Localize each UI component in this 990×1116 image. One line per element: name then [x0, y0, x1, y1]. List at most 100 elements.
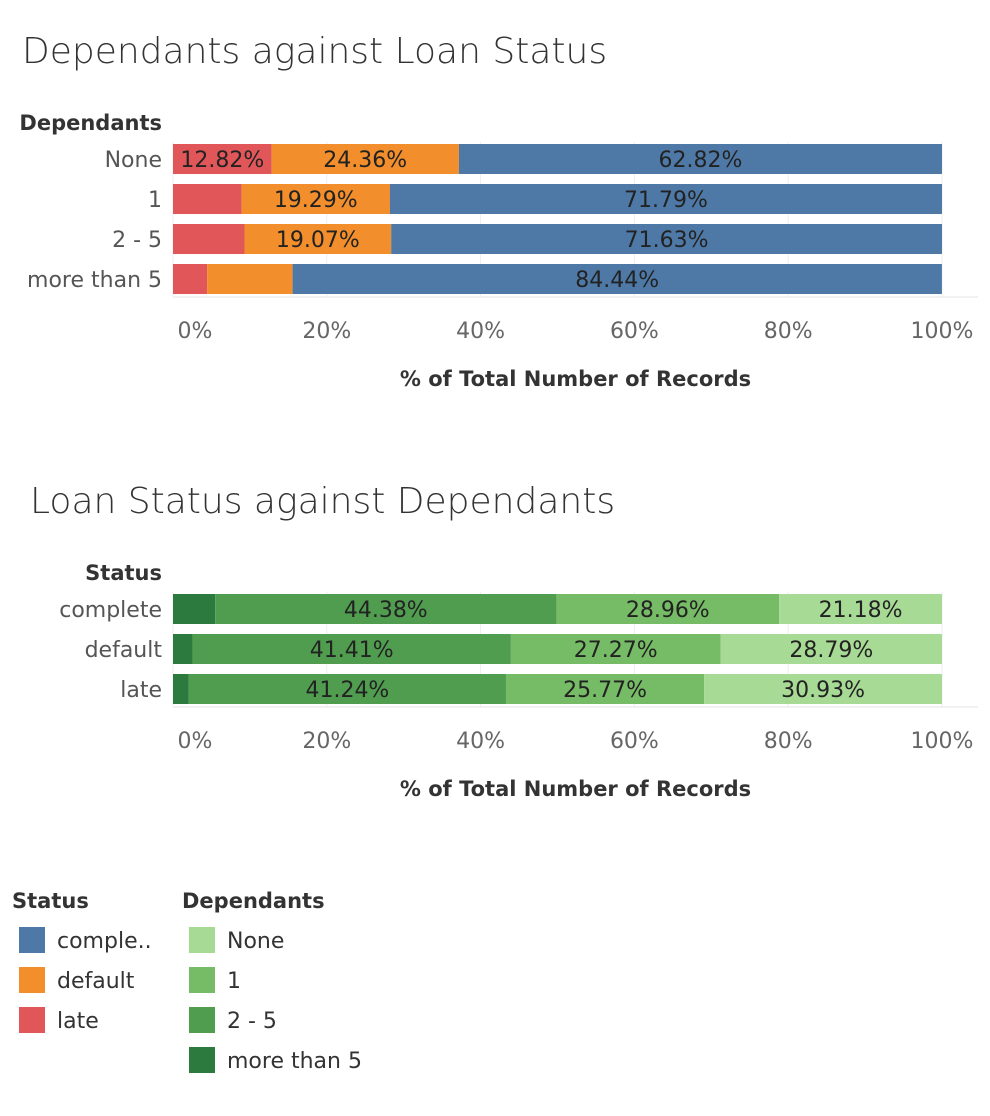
bar-segment — [292, 264, 942, 294]
x-tick-label: 100% — [911, 729, 974, 754]
bar-segment — [192, 634, 511, 664]
data-label: 19.29% — [274, 188, 358, 213]
data-label: 71.79% — [624, 188, 708, 213]
legend-label: more than 5 — [227, 1049, 362, 1074]
bar-segment — [173, 594, 216, 624]
bar-segment — [241, 184, 390, 214]
x-tick-label: 0% — [178, 319, 213, 344]
bar-row: more than 5 84.44% — [27, 264, 942, 294]
bar-segment — [188, 674, 506, 704]
legend-item: 1 — [189, 967, 241, 994]
bar-segment — [244, 224, 392, 254]
bar-segment — [173, 634, 193, 664]
bar-row: None 12.82% 24.36% 62.82% — [105, 144, 942, 174]
bar-segment — [173, 144, 272, 174]
category-label: more than 5 — [27, 268, 162, 293]
bar-segment — [779, 594, 942, 624]
legend-item: more than 5 — [189, 1047, 362, 1074]
data-label: 27.27% — [574, 638, 658, 663]
x-tick-label: 0% — [178, 729, 213, 754]
legend-item: 2 - 5 — [189, 1007, 277, 1034]
legend-swatch — [19, 1007, 45, 1033]
bar-row: default 41.41% 27.27% 28.79% — [85, 634, 942, 664]
bar-segment — [207, 264, 293, 294]
x-tick-label: 60% — [610, 729, 659, 754]
data-label: 21.18% — [819, 598, 903, 623]
bar-segment — [391, 224, 943, 254]
x-tick-label: 40% — [456, 319, 505, 344]
chart-2: Loan Status against Dependants Status comp… — [30, 481, 978, 801]
data-label: 41.24% — [305, 678, 389, 703]
x-axis-title: % of Total Number of Records — [400, 367, 751, 391]
data-label: 84.44% — [575, 268, 659, 293]
chart-title: Dependants against Loan Status — [22, 31, 607, 72]
legend-item: default — [19, 967, 135, 994]
bar-row: late 41.24% 25.77% 30.93% — [120, 674, 942, 704]
x-tick-label: 20% — [302, 319, 351, 344]
chart-1: Dependants against Loan Status Dependants… — [19, 31, 978, 391]
chart-title: Loan Status against Dependants — [30, 481, 615, 522]
legend-item: late — [19, 1007, 99, 1034]
legend-label: None — [227, 929, 284, 954]
bar-segment — [173, 264, 208, 294]
bar-segment — [173, 674, 189, 704]
x-tick-label: 60% — [610, 319, 659, 344]
legend-dependants: Dependants None 1 2 - 5 more than 5 — [182, 889, 362, 1074]
data-label: 28.96% — [626, 598, 710, 623]
data-label: 41.41% — [310, 638, 394, 663]
x-tick-label: 80% — [764, 319, 813, 344]
x-axis-title: % of Total Number of Records — [400, 777, 751, 801]
legend-label: 2 - 5 — [227, 1009, 277, 1034]
bar-segment — [389, 184, 942, 214]
data-label: 71.63% — [625, 228, 709, 253]
bar-segment — [271, 144, 459, 174]
legend-swatch — [19, 927, 45, 953]
legend-label: 1 — [227, 969, 241, 994]
bar-segment — [556, 594, 780, 624]
legend-item: None — [189, 927, 284, 954]
bar-segment — [215, 594, 557, 624]
row-header: Status — [85, 561, 162, 585]
legend-title: Status — [12, 889, 89, 913]
data-label: 19.07% — [276, 228, 360, 253]
data-label: 44.38% — [344, 598, 428, 623]
bar-segment — [720, 634, 942, 664]
data-label: 12.82% — [180, 148, 264, 173]
legend-swatch — [189, 1047, 215, 1073]
bar-segment — [704, 674, 942, 704]
bar-row: 1 19.29% 71.79% — [148, 184, 942, 214]
data-label: 30.93% — [781, 678, 865, 703]
legend-swatch — [19, 967, 45, 993]
legend-swatch — [189, 967, 215, 993]
bar-segment — [458, 144, 942, 174]
category-label: default — [85, 638, 163, 663]
bar-segment — [505, 674, 705, 704]
data-label: 25.77% — [563, 678, 647, 703]
category-label: None — [105, 148, 162, 173]
category-label: late — [120, 678, 162, 703]
legend-label: comple.. — [57, 929, 152, 954]
legend-item: comple.. — [19, 927, 152, 954]
bar-segment — [173, 224, 245, 254]
legend-label: default — [57, 969, 135, 994]
x-tick-label: 100% — [911, 319, 974, 344]
legend-title: Dependants — [182, 889, 325, 913]
x-tick-label: 80% — [764, 729, 813, 754]
x-tick-label: 20% — [302, 729, 351, 754]
x-tick-label: 40% — [456, 729, 505, 754]
legend-label: late — [57, 1009, 99, 1034]
category-label: 2 - 5 — [112, 228, 162, 253]
bar-row: complete 44.38% 28.96% 21.18% — [59, 594, 942, 624]
category-label: complete — [59, 598, 162, 623]
bar-segment — [510, 634, 721, 664]
data-label: 62.82% — [659, 148, 743, 173]
bar-row: 2 - 5 19.07% 71.63% — [112, 224, 943, 254]
legend-swatch — [189, 927, 215, 953]
legend-status: Status comple.. default late — [12, 889, 152, 1034]
row-header: Dependants — [19, 111, 162, 135]
data-label: 28.79% — [789, 638, 873, 663]
data-label: 24.36% — [323, 148, 407, 173]
category-label: 1 — [148, 188, 162, 213]
legend-swatch — [189, 1007, 215, 1033]
